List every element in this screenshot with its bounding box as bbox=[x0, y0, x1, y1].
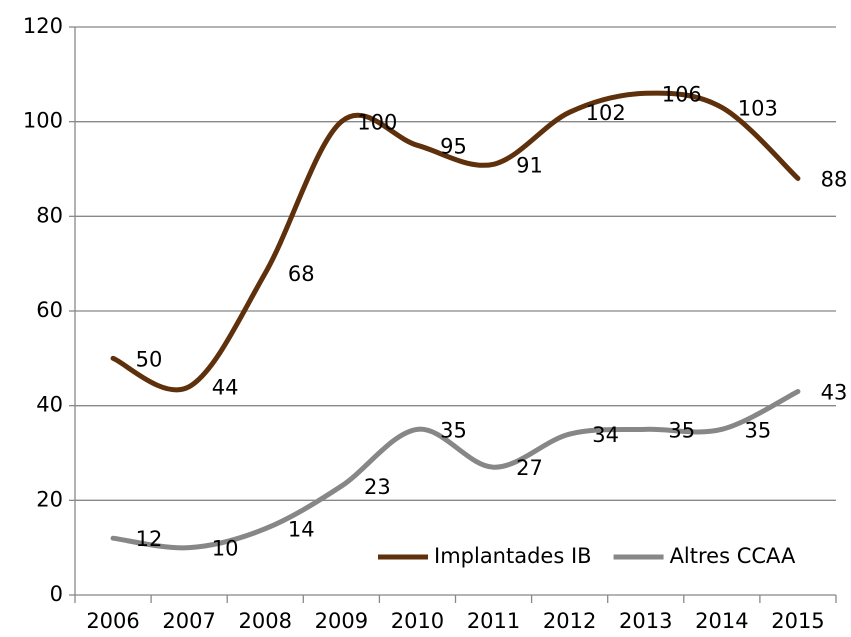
series-line bbox=[110, 90, 801, 393]
data-label: 35 bbox=[440, 418, 467, 442]
x-tick-label: 2015 bbox=[771, 609, 824, 633]
y-tick-label: 120 bbox=[23, 14, 63, 38]
data-label: 91 bbox=[516, 153, 543, 177]
data-label: 102 bbox=[586, 101, 626, 125]
x-tick-label: 2011 bbox=[467, 609, 520, 633]
data-label: 106 bbox=[662, 82, 702, 106]
data-label: 68 bbox=[288, 262, 315, 286]
x-tick-label: 2009 bbox=[315, 609, 368, 633]
data-label: 35 bbox=[744, 418, 771, 442]
x-tick-label: 2014 bbox=[695, 609, 748, 633]
data-label: 50 bbox=[136, 347, 163, 371]
data-label: 95 bbox=[440, 134, 467, 158]
data-label: 44 bbox=[212, 376, 239, 400]
y-tick-label: 80 bbox=[36, 203, 63, 227]
data-label: 35 bbox=[668, 418, 695, 442]
y-tick-label: 40 bbox=[36, 393, 63, 417]
data-label: 103 bbox=[738, 96, 778, 120]
data-label: 100 bbox=[357, 111, 397, 135]
y-tick-label: 0 bbox=[50, 582, 63, 606]
data-label: 10 bbox=[212, 537, 239, 561]
data-label: 23 bbox=[364, 475, 391, 499]
data-label: 12 bbox=[136, 527, 163, 551]
legend-label: Altres CCAA bbox=[670, 544, 796, 568]
data-label: 88 bbox=[821, 167, 848, 191]
x-tick-label: 2012 bbox=[543, 609, 596, 633]
x-tick-label: 2013 bbox=[619, 609, 672, 633]
series-line bbox=[110, 388, 801, 551]
x-tick-label: 2008 bbox=[239, 609, 292, 633]
data-label: 14 bbox=[288, 518, 315, 542]
data-label: 27 bbox=[516, 456, 543, 480]
y-tick-label: 60 bbox=[36, 298, 63, 322]
data-label: 34 bbox=[592, 423, 619, 447]
legend-label: Implantades IB bbox=[434, 544, 592, 568]
x-tick-label: 2007 bbox=[162, 609, 215, 633]
x-tick-label: 2010 bbox=[391, 609, 444, 633]
y-tick-label: 100 bbox=[23, 109, 63, 133]
y-tick-label: 20 bbox=[36, 487, 63, 511]
x-tick-label: 2006 bbox=[86, 609, 139, 633]
data-label: 43 bbox=[821, 380, 848, 404]
